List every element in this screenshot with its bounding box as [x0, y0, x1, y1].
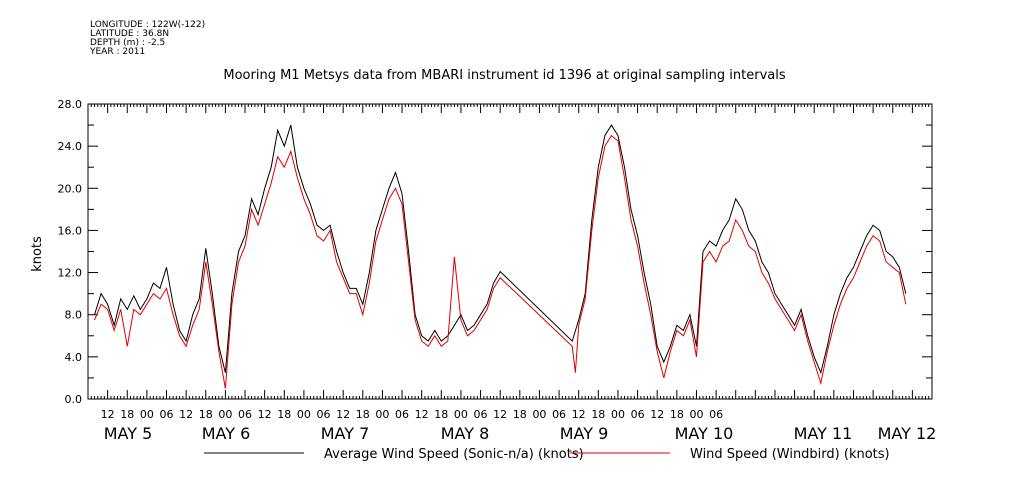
chart-title: Mooring M1 Metsys data from MBARI instru…	[223, 68, 786, 83]
legend: Average Wind Speed (Sonic-n/a) (knots) Wi…	[204, 447, 890, 462]
latitude-text: LATITUDE : 36.8N	[90, 29, 170, 39]
x-tick-label: 00	[532, 408, 546, 421]
x-tick-label: 00	[611, 408, 625, 421]
location-metadata: LONGITUDE : 122W(-122) LATITUDE : 36.8N …	[90, 21, 205, 57]
day-label: MAY 8	[441, 424, 490, 443]
legend-label-average-wind-speed: Average Wind Speed (Sonic-n/a) (knots)	[324, 447, 584, 462]
x-tick-label: 06	[474, 408, 488, 421]
x-tick-label: 00	[454, 408, 468, 421]
series-layer	[94, 124, 907, 389]
y-tick-label: 20.0	[58, 182, 83, 195]
x-tick-label: 00	[689, 408, 703, 421]
x-tick-label: 06	[631, 408, 645, 421]
x-tick-label: 12	[258, 408, 272, 421]
x-tick-label: 06	[317, 408, 331, 421]
x-tick-label: 06	[709, 408, 723, 421]
y-tick-label: 4.0	[65, 351, 83, 364]
x-tick-label: 18	[670, 408, 684, 421]
day-label: MAY 6	[202, 424, 251, 443]
x-tick-label: 06	[552, 408, 566, 421]
y-tick-label: 0.0	[65, 393, 83, 406]
legend-label-windbird-wind-speed: Wind Speed (Windbird) (knots)	[690, 447, 890, 462]
x-tick-label: 18	[434, 408, 448, 421]
x-tick-label: 18	[591, 408, 605, 421]
x-tick-label: 18	[356, 408, 370, 421]
x-tick-label: 18	[277, 408, 291, 421]
depth-text: DEPTH (m) : -2.5	[90, 38, 166, 48]
y-tick-label: 8.0	[65, 309, 83, 322]
day-label: MAY 10	[675, 424, 734, 443]
day-label: MAY 7	[321, 424, 370, 443]
x-tick-label: 18	[120, 408, 134, 421]
x-tick-label: 12	[572, 408, 586, 421]
x-tick-label: 00	[140, 408, 154, 421]
y-tick-label: 12.0	[58, 267, 83, 280]
x-tick-label: 18	[513, 408, 527, 421]
day-label: MAY 9	[560, 424, 609, 443]
longitude-text: LONGITUDE : 122W(-122)	[90, 20, 206, 30]
x-tick-label: 06	[238, 408, 252, 421]
day-label: MAY 12	[878, 424, 937, 443]
x-tick-label: 00	[297, 408, 311, 421]
x-tick-label: 12	[650, 408, 664, 421]
plot-frame	[87, 103, 933, 400]
year-text: YEAR : 2011	[90, 47, 146, 57]
x-tick-label: 12	[493, 408, 507, 421]
day-label: MAY 11	[794, 424, 853, 443]
x-axis: 12 18 00 06 12 18 00 06 12 18 00 06 12 18 00 06 12 18 00 06…	[87, 104, 937, 443]
y-tick-label: 28.0	[58, 98, 83, 111]
series-line-average-wind-speed	[94, 124, 907, 375]
x-tick-label: 18	[199, 408, 213, 421]
x-tick-label: 00	[375, 408, 389, 421]
x-tick-label: 12	[336, 408, 350, 421]
x-tick-label: 12	[415, 408, 429, 421]
x-tick-label: 06	[160, 408, 174, 421]
y-axis-label: knots	[30, 236, 45, 272]
y-tick-label: 16.0	[58, 224, 83, 237]
y-axis: 0.0 4.0 8.0 12.0 16.0 20.0 24.0 28.0	[58, 98, 932, 406]
x-tick-label: 00	[218, 408, 232, 421]
x-tick-label: 06	[395, 408, 409, 421]
y-tick-label: 24.0	[58, 140, 83, 153]
x-tick-label: 12	[179, 408, 193, 421]
day-label: MAY 5	[104, 424, 153, 443]
series-line-windbird-wind-speed	[94, 134, 907, 389]
x-tick-label: 12	[101, 408, 115, 421]
